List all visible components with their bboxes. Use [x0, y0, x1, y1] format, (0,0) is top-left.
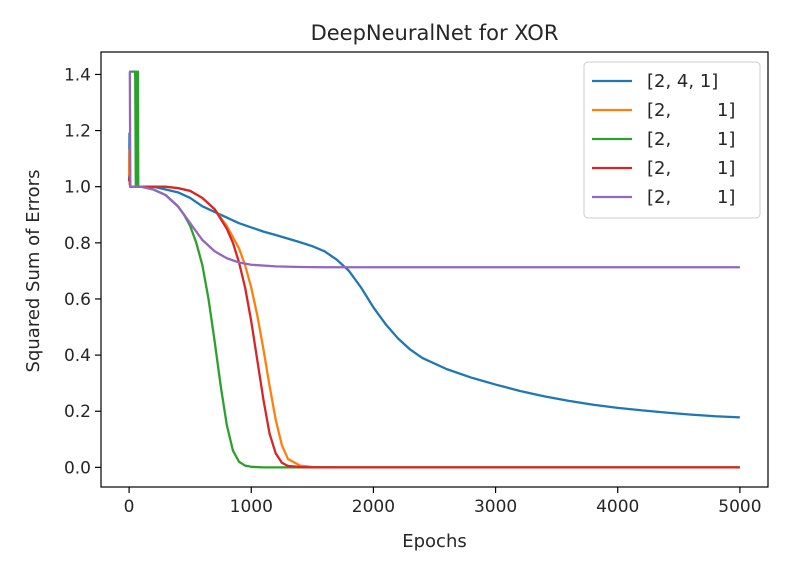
y-tick-label: 1.0	[64, 178, 91, 198]
axes-frame	[100, 51, 769, 488]
x-tick-label: 2000	[352, 497, 395, 517]
series-lines	[127, 70, 740, 469]
y-tick-label: 1.2	[64, 122, 91, 142]
y-tick-label: 0.2	[64, 402, 91, 422]
legend: [2, 4, 1] [2, 1] [2, 1] [2, 1] [2, 1]	[583, 61, 761, 219]
x-tick-label: 5000	[718, 497, 761, 517]
x-tick-label: 4000	[596, 497, 639, 517]
y-tick-label: 0.6	[64, 290, 91, 310]
y-tick-label: 0.0	[64, 458, 91, 478]
x-tick-label: 3000	[474, 497, 517, 517]
legend-box	[583, 61, 761, 219]
y-tick-label: 1.4	[64, 65, 91, 85]
y-axis-ticks: 0.0 0.2 0.4 0.6 0.8 1.0 1.2 1.4	[64, 65, 101, 478]
y-tick-label: 0.8	[64, 234, 91, 254]
legend-label: [2, 4, 1]	[647, 71, 718, 92]
x-axis-ticks: 0 1000 2000 3000 4000 5000	[124, 487, 762, 517]
series-line-5	[128, 70, 740, 269]
x-tick-label: 1000	[230, 497, 273, 517]
legend-items: [2, 4, 1] [2, 1] [2, 1] [2, 1] [2, 1]	[592, 71, 735, 208]
legend-label: [2, 1]	[647, 158, 735, 179]
x-tick-label: 0	[124, 497, 135, 517]
legend-label: [2, 1]	[647, 100, 735, 121]
y-tick-label: 0.4	[64, 346, 91, 366]
legend-label: [2, 1]	[647, 129, 735, 150]
legend-label: [2, 1]	[647, 187, 735, 208]
y-axis-label: Squared Sum of Errors	[23, 170, 44, 373]
series-line-1	[127, 132, 740, 419]
chart-title: DeepNeuralNet for XOR	[311, 21, 559, 45]
x-axis-label: Epochs	[402, 531, 467, 552]
